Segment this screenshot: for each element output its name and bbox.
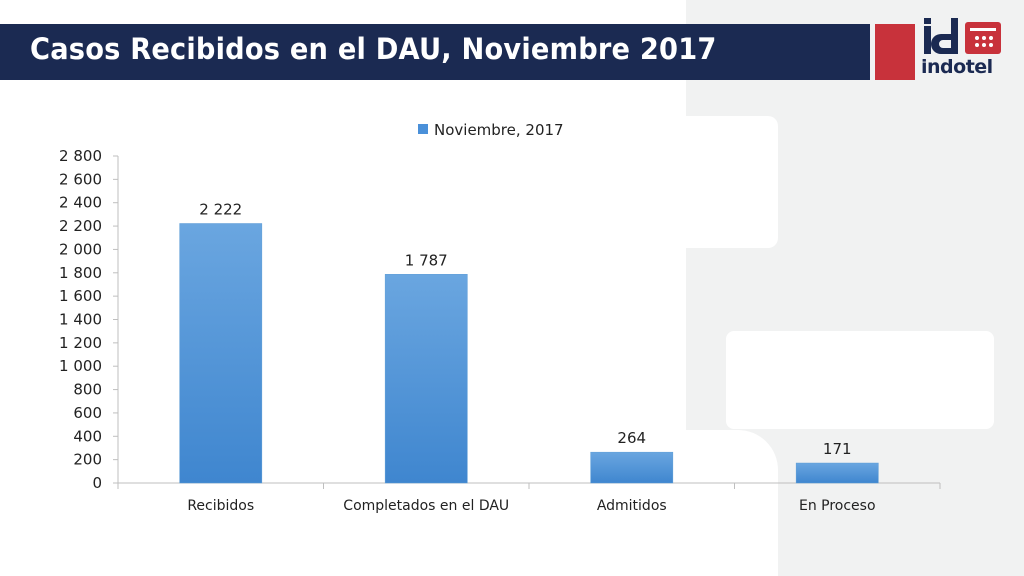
category-label: En Proceso [799,498,876,514]
bar [795,462,879,484]
logo-text: indotel [921,56,993,78]
category-labels: Recibidos Completados en el DAU Admitidos E… [187,498,875,514]
y-tick-label: 2 000 [59,240,102,258]
logo-mark-icon [924,18,1001,54]
y-tick-label: 1 200 [59,334,102,352]
y-tick-label: 1 800 [59,264,102,282]
data-label: 2 222 [199,201,242,219]
data-label: 1 787 [405,251,448,269]
category-label: Recibidos [187,498,254,514]
y-tick-label: 1 600 [59,287,102,305]
y-tick-label: 200 [73,451,102,469]
indotel-logo: indotel [921,18,1003,88]
accent-block [875,24,915,80]
y-tick-label: 600 [73,404,102,422]
page-title: Casos Recibidos en el DAU, Noviembre 201… [30,32,717,66]
data-label: 264 [617,429,646,447]
background-notch [686,116,778,248]
y-tick-label: 400 [73,427,102,445]
category-label: Admitidos [597,498,667,514]
y-tick-label: 2 600 [59,170,102,188]
y-tick-label: 1 400 [59,311,102,329]
y-tick-label: 800 [73,381,102,399]
y-tick-label: 0 [92,474,102,492]
y-tick-label: 1 000 [59,357,102,375]
data-label: 171 [823,440,852,458]
y-axis-ticks: 0 200 400 600 800 1 000 1 200 1 400 1 600 1 800 2 … [59,147,118,492]
bar [384,274,468,484]
data-labels: 2 222 1 787 264 171 [199,201,851,459]
bar [590,451,674,484]
legend-label: Noviembre, 2017 [434,121,564,139]
title-bar: Casos Recibidos en el DAU, Noviembre 201… [0,24,870,80]
y-tick-label: 2 200 [59,217,102,235]
bar [179,223,263,484]
y-tick-label: 2 800 [59,147,102,165]
y-tick-label: 2 400 [59,194,102,212]
bars [179,223,879,484]
background-card [726,331,994,429]
category-label: Completados en el DAU [343,498,509,514]
legend-swatch [418,124,428,134]
chart-legend: Noviembre, 2017 [418,121,564,139]
background-lower-cutout [686,430,778,576]
